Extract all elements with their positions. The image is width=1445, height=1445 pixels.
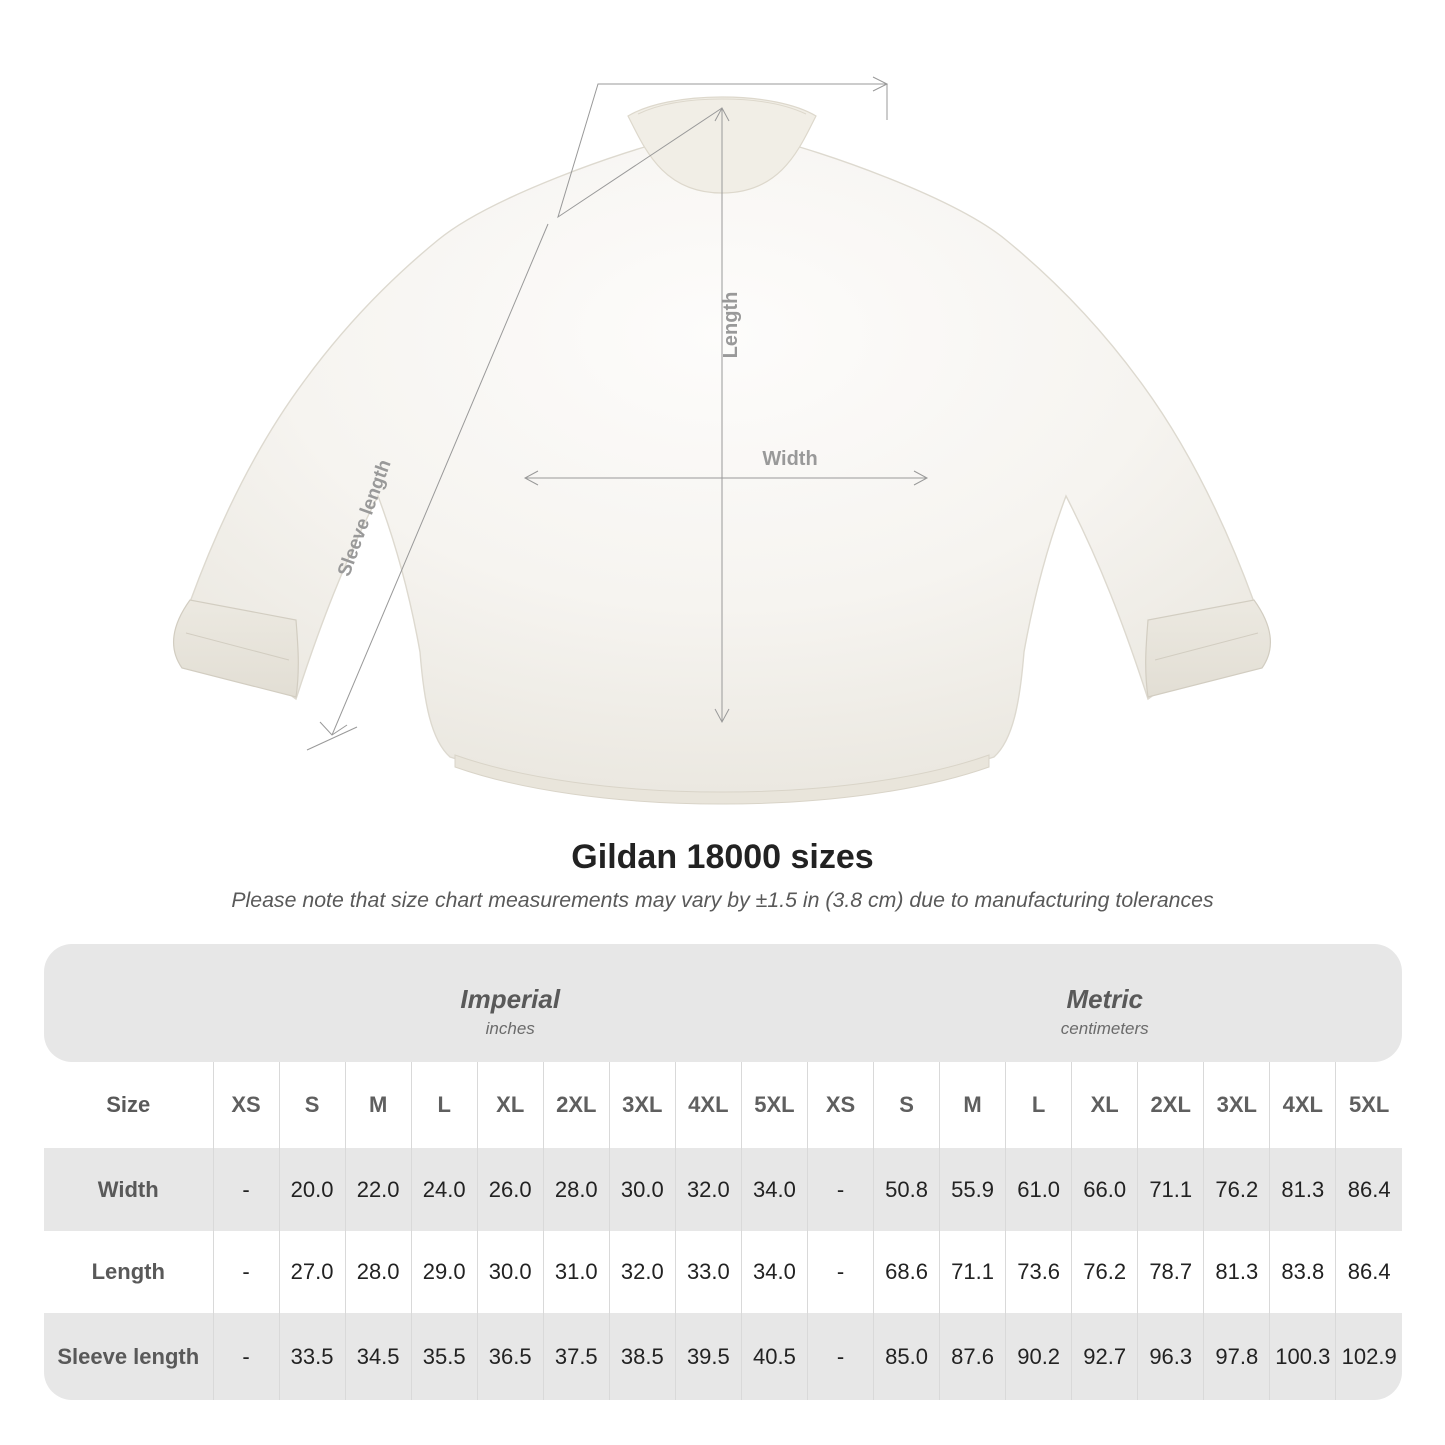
svg-text:Width: Width [762, 448, 817, 470]
svg-text:Sleeve length: Sleeve length [334, 457, 396, 579]
svg-text:Length: Length [720, 292, 742, 359]
